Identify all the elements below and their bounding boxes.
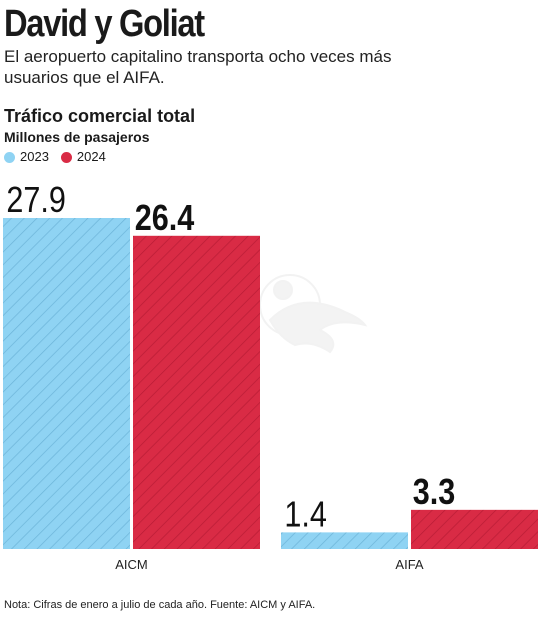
data-label-aifa-2023: 1.4 bbox=[284, 495, 327, 535]
bar-aicm-2023 bbox=[3, 218, 130, 549]
footnote: Nota: Cifras de enero a julio de cada añ… bbox=[4, 599, 316, 611]
legend-label-2023: 2023 bbox=[20, 149, 49, 164]
data-label-aicm-2024: 26.4 bbox=[135, 199, 195, 239]
bar-aifa-2024 bbox=[411, 509, 538, 549]
headline: David y Goliat bbox=[4, 3, 205, 45]
category-label-aifa: AIFA bbox=[395, 557, 424, 572]
data-label-aifa-2024: 3.3 bbox=[413, 473, 456, 513]
legend: 2023 2024 bbox=[4, 149, 118, 165]
chart-title: Tráfico comercial total bbox=[4, 106, 196, 126]
legend-item-2024: 2024 bbox=[60, 149, 106, 165]
data-label-aicm-2023: 27.9 bbox=[6, 181, 66, 221]
legend-item-2023: 2023 bbox=[4, 149, 49, 165]
bar-aicm-2024 bbox=[133, 235, 260, 549]
subtitle: El aeropuerto capitalino transporta ocho… bbox=[4, 47, 392, 87]
legend-label-2024: 2024 bbox=[76, 149, 106, 164]
category-label-aicm: AICM bbox=[115, 557, 148, 572]
bar-aifa-2023 bbox=[281, 532, 408, 549]
eagle-emblem-icon bbox=[259, 274, 368, 354]
chart-unit-label: Millones de pasajeros bbox=[4, 129, 150, 145]
legend-swatch-2023 bbox=[4, 151, 15, 163]
legend-swatch-2024 bbox=[60, 151, 72, 163]
